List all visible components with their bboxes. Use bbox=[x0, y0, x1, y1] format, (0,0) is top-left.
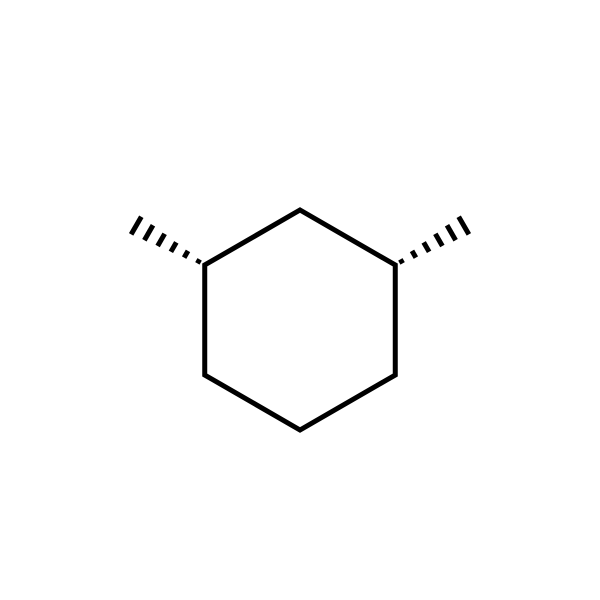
diagram-background bbox=[0, 0, 600, 600]
molecule-diagram bbox=[0, 0, 600, 600]
